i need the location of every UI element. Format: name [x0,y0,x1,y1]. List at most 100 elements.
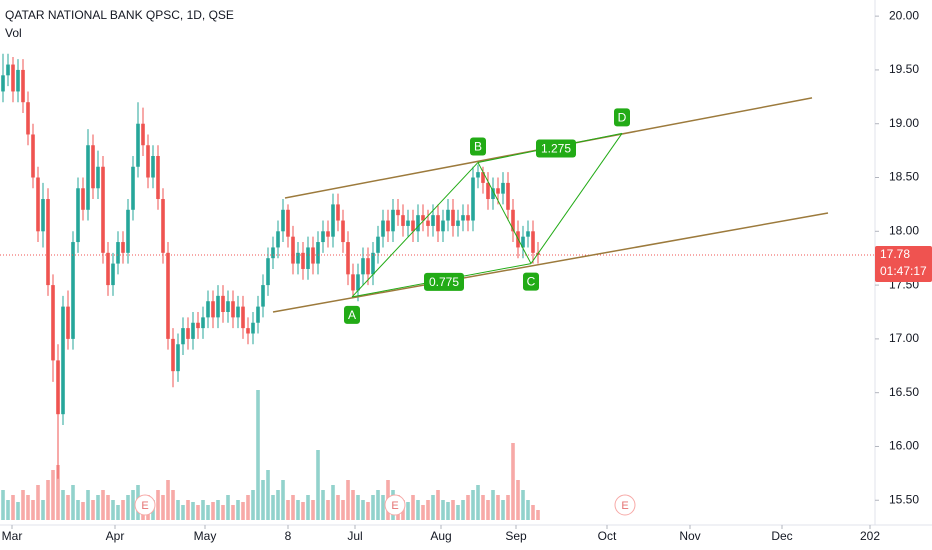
earnings-label: E [391,500,398,512]
volume-bar [436,490,440,520]
volume-bar [346,480,350,520]
volume-bar [211,502,215,520]
candle-body [6,64,10,76]
volume-bar [501,500,505,520]
volume-bar [201,500,205,520]
volume-bar [271,495,275,520]
volume-bar [16,502,20,520]
volume-bar [431,495,435,520]
x-tick-label: Oct [598,529,617,543]
candle-body [471,177,475,221]
candle-body [126,209,130,253]
volume-label: Vol [5,26,22,40]
volume-bar [61,490,65,520]
volume-bar [296,500,300,520]
x-tick-label: Jul [347,529,362,543]
volume-bar [336,495,340,520]
candle-body [131,166,135,210]
volume-bar [526,500,530,520]
y-tick-label: 19.00 [889,116,919,130]
axis-layer: 20.0019.5019.0018.5018.0017.5017.0016.50… [2,8,932,543]
candle-body [351,274,355,291]
candle-body [401,215,405,226]
volume-bar [246,495,250,520]
volume-bar [531,505,535,520]
candle-body [246,328,250,334]
volume-bar [86,490,90,520]
volume-bar [181,505,185,520]
x-tick-label: Nov [679,529,700,543]
pattern-line [351,162,479,298]
volume-bar [481,495,485,520]
ratio-badge [424,272,464,291]
x-tick-label: Apr [106,529,125,543]
channel-line [272,212,829,313]
volume-bar [351,490,355,520]
candle-body [306,247,310,269]
candle-body [391,209,395,232]
volume-bar [371,495,375,520]
volume-bar [111,500,115,520]
volume-bar [466,495,470,520]
candle-body [371,252,375,275]
volume-bar [36,485,40,520]
candle-body [1,75,5,92]
earnings-marker [614,494,636,516]
volume-bar [116,505,120,520]
candle-body [166,252,170,339]
candle-body [291,236,295,264]
candle-body [511,209,515,232]
volume-bar [301,502,305,520]
volume-bar [356,495,360,520]
candle-body [336,204,340,221]
candle-body [11,64,15,92]
candle-body [431,215,435,226]
volume-bar [6,500,10,520]
volume-bar [46,480,50,520]
pattern-point-label: D [618,111,627,125]
x-tick-label: May [194,529,217,543]
candle-body [376,236,380,253]
x-tick-label: 202 [860,529,880,543]
pattern-point-badge [344,305,360,324]
candle-body [531,231,535,253]
candle-body [176,344,180,372]
pattern-line [530,133,623,264]
candle-body [366,258,370,275]
volume-bar [341,500,345,520]
candle-body [491,188,495,200]
volume-bar [96,495,100,520]
candle-body [66,306,70,339]
candle-body [196,322,200,329]
volume-bar [71,485,75,520]
volume-bar [31,500,35,520]
candle-body [461,215,465,221]
candle-body [216,295,220,318]
volume-bar [511,443,515,520]
candle-body [396,209,400,216]
ratio-label: 1.275 [541,142,571,156]
candle-body [46,199,50,286]
volume-bar [331,485,335,520]
candle-body [421,215,425,221]
volume-bar [361,500,365,520]
volume-bar [236,500,240,520]
pattern-point-label: A [348,308,356,322]
candle-body [301,252,305,269]
candle-body [161,199,165,253]
candle-body [61,306,65,415]
ratio-label: 0.775 [429,275,459,289]
volume-bar [21,490,25,520]
candle-body [141,123,145,146]
volume-bar [446,502,450,520]
candle-body [466,215,470,221]
volume-bar [311,500,315,520]
volume-bar [281,480,285,520]
candle-body [241,306,245,329]
volume-bar [131,490,135,520]
candle-body [16,69,20,92]
candle-body [331,204,335,237]
candle-body [181,328,185,345]
volume-bar [516,480,520,520]
